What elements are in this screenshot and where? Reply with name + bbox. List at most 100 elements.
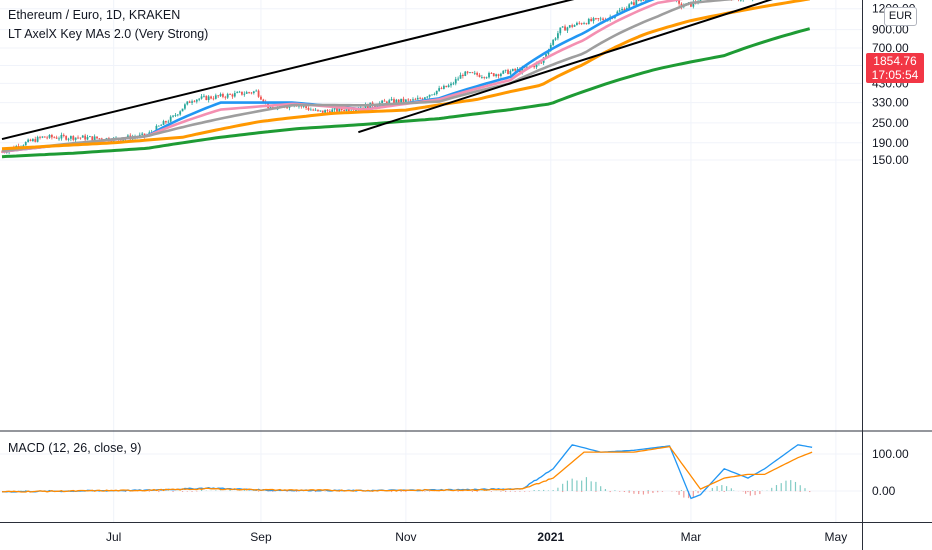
histogram-bar [595,491,597,492]
last-price-value: 1854.76 [873,54,917,68]
y-tick-label: 250.00 [872,116,909,130]
candle-body [58,138,60,140]
histogram-bar [585,477,588,491]
histogram-bar [687,491,690,499]
histogram-bar [557,487,559,491]
histogram-bar [683,491,685,498]
currency-button[interactable]: EUR [884,7,917,26]
histogram-bar [543,489,545,491]
histogram-bar [167,490,169,491]
candle-body [633,2,635,5]
histogram-bar [490,491,492,492]
candle-body [452,83,455,85]
histogram-bar [186,491,188,492]
candle-body [321,110,324,113]
histogram-bar [267,491,269,492]
histogram-bar [809,491,811,493]
candle-body [428,94,431,97]
candle-body [143,133,146,137]
candle-body [507,69,509,75]
histogram-bar [711,487,713,491]
candle-body [210,96,212,99]
histogram-bar [405,491,407,493]
candle-body [331,109,334,114]
candle-body [157,125,160,127]
candle-body [262,99,265,103]
candle-body [255,90,258,92]
candle-body [110,140,113,142]
candle-body [435,90,438,94]
candle-body [587,18,590,25]
candle-body [690,2,692,7]
candle-body [238,91,241,93]
candle-body [509,71,512,75]
candle-body [381,100,384,103]
histogram-bar [562,491,564,493]
macd-tick-label: 100.00 [872,447,909,461]
candle-body [533,65,536,68]
y-tick-label: 190.00 [872,136,909,150]
x-tick-label: 2021 [537,530,564,544]
histogram-bar [695,490,697,491]
candle-body [595,18,597,19]
candle-body [497,74,500,76]
histogram-bar [716,486,718,491]
histogram-bar [754,491,756,496]
macd-pane[interactable] [1,444,813,500]
histogram-bar [775,485,778,491]
candle-body [438,88,441,91]
histogram-bar [576,491,578,492]
histogram-bar [400,491,402,493]
candle-body [490,72,493,74]
candle-body [514,68,517,71]
candle-body [46,137,49,139]
candle-body [193,101,196,103]
histogram-bar [566,480,569,491]
candle-body [219,94,222,97]
histogram-bar [614,490,616,491]
candle-body [326,110,329,112]
candle-body [640,0,642,1]
histogram-bar [785,480,787,491]
candle-body [141,133,144,135]
candle-body [450,83,452,86]
candle-body [692,1,695,7]
grid-lines [0,0,862,522]
moving-average-line [1,27,811,159]
candle-body [345,108,348,112]
candle-body [155,125,158,133]
candle-body [580,23,583,25]
candle-body [165,121,167,123]
histogram-bar [604,489,607,491]
histogram-bar [500,491,502,492]
candle-body [307,107,310,110]
candle-body [461,74,464,76]
candle-body [473,72,476,74]
histogram-bar [633,491,635,494]
histogram-bar [533,490,535,491]
candle-body [245,92,248,94]
x-tick-label: Sep [250,530,272,544]
macd-lines [1,444,813,500]
candle-body [162,121,165,125]
candle-body [233,93,236,97]
x-tick-label: Nov [395,530,416,544]
candle-body [250,92,253,94]
candle-body [91,136,94,141]
candle-body [167,121,170,123]
candle-body [269,107,272,108]
candle-body [1,151,3,153]
candle-body [69,136,72,139]
candle-body [469,72,471,74]
histogram-bar [314,491,317,493]
candle-body [22,145,25,147]
price-pane[interactable] [0,0,862,159]
candle-body [578,22,581,24]
candle-body [390,99,393,101]
moving-average-line [1,0,735,153]
candle-body [616,11,619,16]
candle-body [27,139,30,143]
candle-body [314,109,317,111]
candle-body [549,44,552,51]
